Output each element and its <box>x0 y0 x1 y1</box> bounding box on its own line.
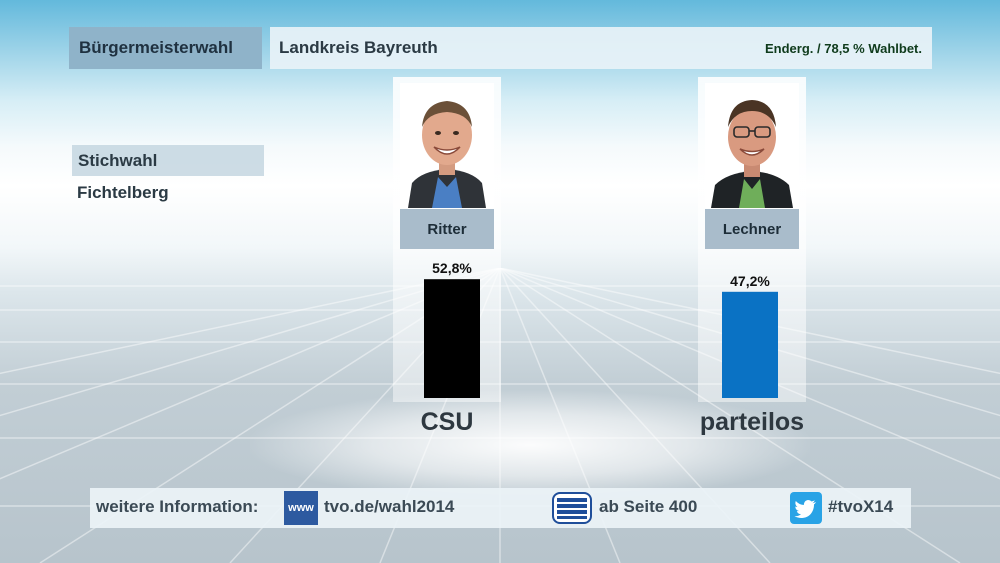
www-icon: www <box>284 491 318 525</box>
place-label: Fichtelberg <box>77 183 169 202</box>
floor-glow <box>250 390 810 500</box>
footer-label: weitere Information: <box>96 497 259 516</box>
header-bar: Landkreis Bayreuth Enderg. / 78,5 % Wahl… <box>270 27 932 69</box>
footer-info-bar: weitere Information: www tvo.de/wahl2014… <box>90 488 911 528</box>
candidate-lechner-photo <box>705 83 799 208</box>
teletext-icon <box>552 492 592 524</box>
bar-lechner <box>722 291 778 398</box>
candidate-lechner-name: Lechner <box>705 209 799 249</box>
twitter-bird-icon <box>790 492 822 524</box>
value-label-ritter: 52,8% <box>432 260 472 276</box>
party-label-lechner: parteilos <box>699 408 805 436</box>
round-label: Stichwahl <box>72 145 264 176</box>
election-type-label: Bürgermeisterwahl <box>69 27 262 69</box>
region-label: Landkreis Bayreuth <box>279 38 438 57</box>
candidate-ritter-photo <box>400 83 494 208</box>
teletext-page: ab Seite 400 <box>599 497 698 516</box>
bar-ritter <box>424 279 480 398</box>
party-label-ritter: CSU <box>420 408 474 436</box>
twitter-hashtag[interactable]: #tvoX14 <box>828 497 894 516</box>
candidate-ritter-name: Ritter <box>400 209 494 249</box>
website-link[interactable]: tvo.de/wahl2014 <box>324 497 455 516</box>
value-label-lechner: 47,2% <box>730 273 770 289</box>
result-status: Enderg. / 78,5 % Wahlbet. <box>765 40 922 56</box>
